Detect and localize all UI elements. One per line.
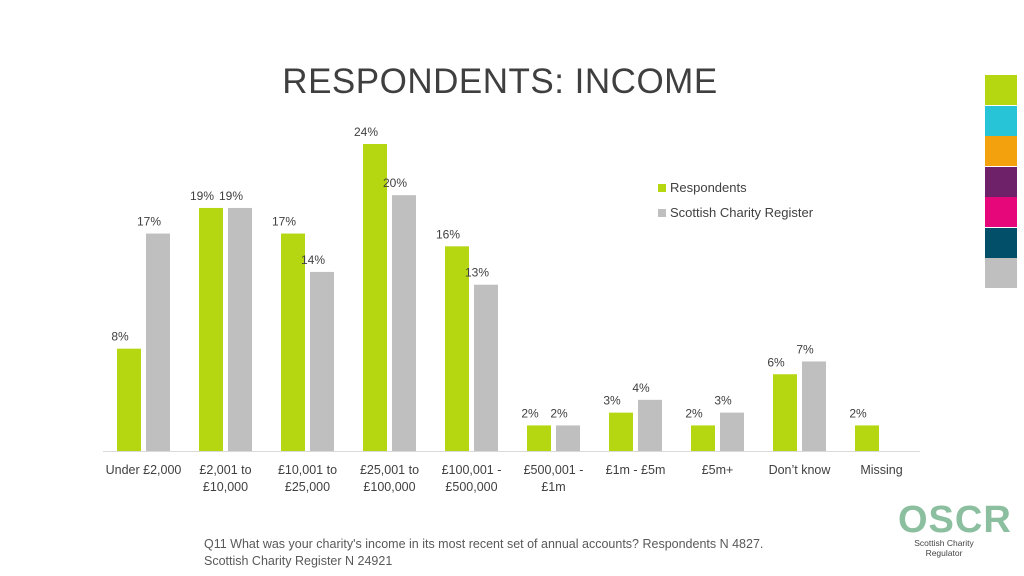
data-label-respondents: 19% — [190, 189, 214, 203]
bar-respondents — [445, 246, 469, 451]
x-tick-label: £500,000 — [445, 480, 497, 494]
legend-label-respondents: Respondents — [670, 180, 747, 195]
data-label-register: 17% — [137, 215, 161, 229]
data-label-respondents: 8% — [111, 330, 129, 344]
bar-respondents — [527, 425, 551, 451]
x-tick-label: £10,001 to — [278, 463, 337, 477]
footnote-line-1: Q11 What was your charity's income in it… — [204, 537, 764, 551]
bar-respondents — [855, 425, 879, 451]
data-label-respondents: 16% — [436, 227, 460, 241]
color-strip-block — [985, 75, 1017, 105]
data-label-register: 2% — [550, 406, 568, 420]
x-tick-label: £1m - £5m — [606, 463, 666, 477]
data-label-respondents: 3% — [603, 394, 621, 408]
oscr-logo: OSCR Scottish Charity Regulator — [898, 499, 1012, 558]
legend-item-respondents: Respondents — [658, 175, 813, 200]
data-label-register: 3% — [714, 394, 732, 408]
footnote: Q11 What was your charity's income in it… — [204, 536, 763, 570]
x-tick-label: £25,000 — [285, 480, 330, 494]
x-tick-label: £10,000 — [203, 480, 248, 494]
chart-title: RESPONDENTS: INCOME — [282, 62, 718, 101]
data-label-register: 14% — [301, 253, 325, 267]
legend-item-register: Scottish Charity Register — [658, 200, 813, 225]
color-strip-block — [985, 136, 1017, 166]
bar-register — [638, 399, 662, 451]
bar-respondents — [609, 412, 633, 451]
bar-register — [228, 207, 252, 451]
data-label-register: 20% — [383, 176, 407, 190]
color-strip-block — [985, 105, 1017, 136]
data-label-register: 13% — [465, 266, 489, 280]
data-label-register: 7% — [796, 342, 814, 356]
legend-swatch-respondents — [658, 183, 666, 192]
data-label-respondents: 24% — [354, 125, 378, 139]
x-tick-label: Under £2,000 — [106, 463, 182, 477]
bar-register — [474, 284, 498, 451]
bar-register — [310, 271, 334, 451]
color-strip-block — [985, 166, 1017, 197]
logo-mark: OSCR — [898, 499, 1012, 541]
color-strip-block — [985, 258, 1017, 288]
color-strip-block — [985, 227, 1017, 258]
color-strip — [985, 75, 1017, 289]
bar-respondents — [199, 207, 223, 451]
bar-respondents — [691, 425, 715, 451]
bar-register — [146, 233, 170, 451]
x-tick-label: £5m+ — [702, 463, 734, 477]
bar-register — [556, 425, 580, 451]
x-tick-label: £25,001 to — [360, 463, 419, 477]
logo-text: Scottish Charity Regulator — [914, 538, 974, 558]
x-tick-label: Missing — [860, 463, 902, 477]
data-label-respondents: 2% — [849, 406, 867, 420]
data-label-respondents: 2% — [521, 406, 539, 420]
data-label-respondents: 17% — [272, 215, 296, 229]
chart-legend: Respondents Scottish Charity Register — [658, 175, 813, 225]
data-label-register: 4% — [632, 381, 650, 395]
bar-register — [392, 195, 416, 451]
legend-label-register: Scottish Charity Register — [670, 205, 814, 220]
x-tick-label: £500,001 - — [524, 463, 584, 477]
data-label-respondents: 6% — [767, 355, 785, 369]
bar-respondents — [773, 374, 797, 451]
bar-register — [720, 412, 744, 451]
x-tick-label: £2,001 to — [199, 463, 251, 477]
x-tick-label: £100,001 - — [442, 463, 502, 477]
color-strip-block — [985, 197, 1017, 227]
x-tick-label: £100,000 — [363, 480, 415, 494]
data-label-register: 19% — [219, 189, 243, 203]
x-tick-label: Don’t know — [769, 463, 832, 477]
legend-swatch-register — [658, 208, 666, 217]
bar-respondents — [281, 233, 305, 451]
bar-register — [802, 361, 826, 451]
data-label-respondents: 2% — [685, 406, 703, 420]
bar-respondents — [363, 144, 387, 451]
footnote-line-2: Scottish Charity Register N 24921 — [204, 554, 393, 568]
x-tick-label: £1m — [541, 480, 565, 494]
bar-respondents — [117, 348, 141, 451]
